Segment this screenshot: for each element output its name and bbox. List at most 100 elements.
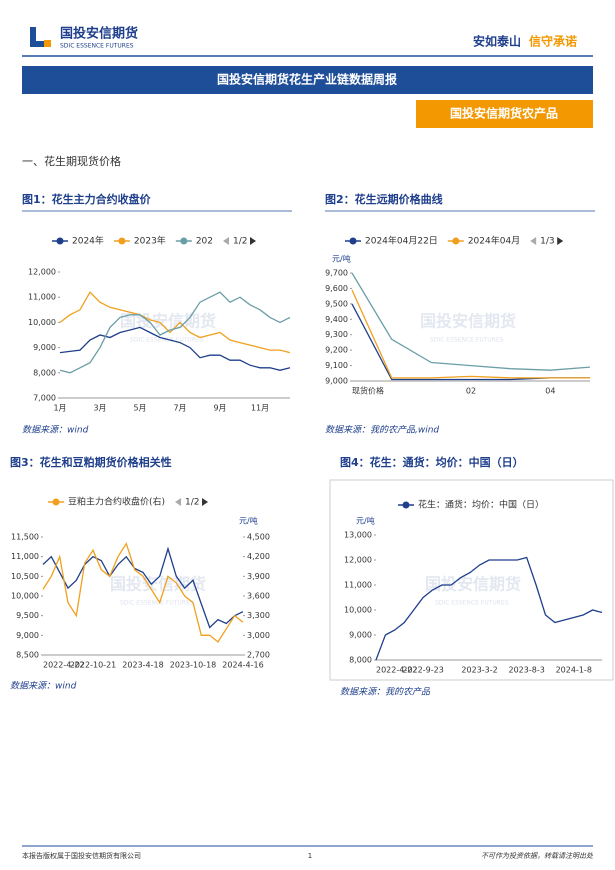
- y-unit: 元/吨: [332, 254, 351, 264]
- y-tick-label: 3,600: [247, 592, 270, 601]
- x-tick-label: 5月: [133, 404, 146, 413]
- source: 数据来源：wind: [10, 681, 77, 692]
- legend-label: 2024年04月: [468, 235, 520, 247]
- chart-title: 图1：花生主力合约收盘价: [22, 192, 152, 206]
- y-tick-label: 9,700: [325, 269, 348, 278]
- x-tick-label: 2023-8-3: [509, 666, 545, 675]
- legend-label: 豆粕主力合约收盘价(右): [68, 496, 165, 508]
- x-tick-label: 2022-10-21: [70, 661, 117, 670]
- legend-label: 2024年: [72, 235, 104, 247]
- y-tick-label: 10,000: [28, 318, 56, 327]
- y-tick-label: 9,500: [325, 299, 348, 308]
- series-line: [42, 542, 244, 643]
- y-tick-label: 10,000: [11, 592, 39, 601]
- footer-right: 不可作为投资依据，转载请注明出处: [481, 852, 594, 860]
- legend-marker: [349, 237, 357, 245]
- y-unit: 元/吨: [356, 516, 375, 526]
- pager-label: 1/2: [233, 237, 247, 247]
- legend-marker: [180, 237, 188, 245]
- x-tick-label: 04: [545, 387, 555, 396]
- x-tick-label: 2023-3-2: [461, 666, 497, 675]
- legend-marker: [452, 237, 460, 245]
- y-tick-label: 11,000: [28, 293, 56, 302]
- y-tick-label: 4,200: [247, 552, 270, 561]
- pager-next: [202, 498, 209, 506]
- slogan: 安如泰山: [473, 34, 521, 49]
- legend-label: 2024年04月22日: [365, 235, 438, 247]
- watermark: SDIC ESSENCE FUTURES: [130, 337, 204, 344]
- y-tick-label: 9,000: [349, 631, 372, 640]
- source: 数据来源：我的农产品,wind: [325, 425, 439, 436]
- x-tick-label: 2024-1-8: [556, 666, 592, 675]
- y-tick-label: 12,000: [28, 268, 56, 277]
- pager-next: [250, 237, 256, 245]
- slogan: 信守承诺: [529, 34, 577, 49]
- y-tick-label: 11,000: [344, 581, 372, 590]
- tag: [416, 100, 593, 128]
- y-tick-label: 4,500: [247, 533, 270, 542]
- x-tick-label: 2023-10-18: [170, 661, 217, 670]
- legend-label: 花生：通货：均价：中国（日）: [418, 499, 544, 511]
- x-tick-label: 9月: [213, 404, 226, 413]
- watermark: SDIC ESSENCE FUTURES: [120, 600, 194, 607]
- chart-title: 图3：花生和豆粕期货价格相关性: [10, 455, 172, 469]
- x-tick-label: 2024-4-16: [222, 661, 263, 670]
- pager-prev: [223, 237, 229, 245]
- chart-title: 图2：花生远期价格曲线: [325, 192, 443, 206]
- y-tick-label: 9,000: [16, 631, 39, 640]
- logo-en: SDIC ESSENCE FUTURES: [60, 43, 134, 50]
- y-tick-label: 9,000: [325, 377, 348, 386]
- y-tick-label: 9,600: [325, 284, 348, 293]
- y-tick-label: 10,500: [11, 572, 39, 581]
- y-tick-label: 8,500: [16, 651, 39, 660]
- y-tick-label: 9,100: [325, 361, 348, 370]
- x-tick-label: 02: [466, 387, 476, 396]
- chart-frame: [329, 479, 614, 681]
- pager-next: [557, 237, 564, 245]
- series-line: [375, 556, 603, 661]
- x-tick-label: 7月: [173, 404, 186, 413]
- series-line: [59, 326, 291, 371]
- legend-marker: [56, 237, 64, 245]
- series-line: [42, 546, 244, 629]
- watermark: SDIC ESSENCE FUTURES: [430, 337, 504, 344]
- y-tick-label: 8,000: [33, 368, 56, 377]
- y-tick-label: 9,400: [325, 315, 348, 324]
- y-tick-label: 9,300: [325, 330, 348, 339]
- series-line: [351, 289, 590, 379]
- y-tick-label: 2,700: [247, 651, 270, 660]
- legend-marker: [118, 237, 126, 245]
- y-tick-label: 7,000: [33, 394, 56, 403]
- logo-cn: 国投安信期货: [60, 26, 138, 42]
- x-tick-label: 2022-9-23: [402, 666, 443, 675]
- y-tick-label: 8,000: [349, 656, 372, 665]
- source: 数据来源：我的农产品: [340, 687, 431, 698]
- y2-unit: 元/吨: [239, 516, 258, 526]
- x-tick-label: 2022-4-22: [376, 666, 417, 675]
- legend-label: 202: [196, 237, 213, 247]
- x-tick-label: 现货价格: [352, 386, 384, 396]
- y-tick-label: 11,500: [11, 533, 39, 542]
- y-tick-label: 9,200: [325, 346, 348, 355]
- x-tick-label: 3月: [93, 404, 106, 413]
- y-tick-label: 11,000: [11, 552, 39, 561]
- pager-label: 1/3: [540, 237, 554, 247]
- pager-label: 1/2: [185, 498, 199, 508]
- banner-title: 国投安信期货花生产业链数据周报: [217, 72, 397, 87]
- chart-title: 图4：花生：通货：均价：中国（日）: [340, 455, 524, 469]
- y-tick-label: 3,300: [247, 611, 270, 620]
- footer-left: 本报告版权属于国投安信期货有限公司: [22, 851, 141, 860]
- banner: [22, 66, 593, 94]
- logo-mark-accent: [44, 40, 51, 47]
- page-number: 1: [308, 852, 312, 860]
- watermark: SDIC ESSENCE FUTURES: [435, 600, 509, 607]
- source: 数据来源：wind: [22, 425, 89, 436]
- pager-prev: [175, 498, 182, 506]
- y-tick-label: 3,900: [247, 572, 270, 581]
- x-tick-label: 1月: [53, 404, 66, 413]
- watermark: 国投安信期货: [110, 575, 206, 594]
- x-tick-label: 11月: [251, 404, 269, 413]
- y-tick-label: 12,000: [344, 556, 372, 565]
- pager-prev: [530, 237, 537, 245]
